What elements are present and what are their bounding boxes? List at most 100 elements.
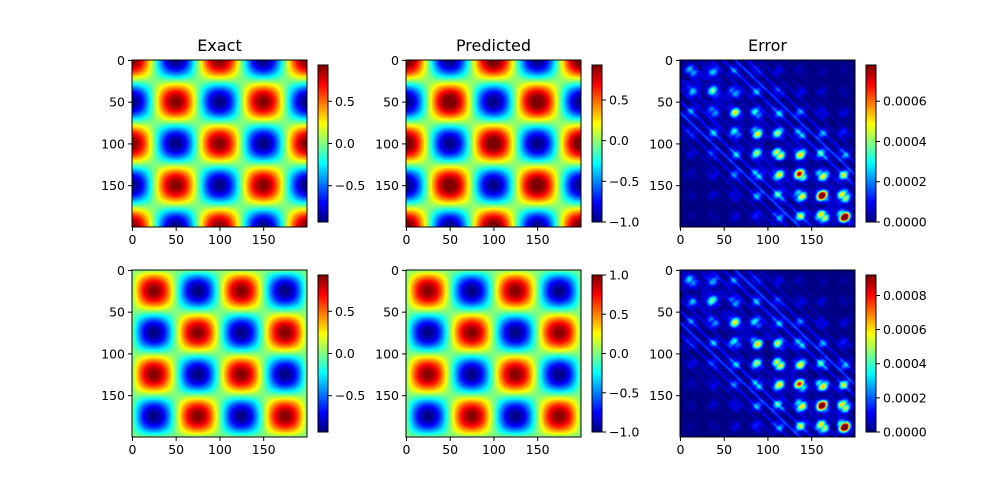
colorbar-tick-label: −0.5	[335, 178, 365, 193]
x-tick-label: 150	[252, 232, 276, 247]
y-tick-label: 100	[649, 346, 673, 361]
heatmap-panel-5: 0 50 100 150 0 50 100 150 −1.0 −0.5 0.0 0.5 1.0	[375, 263, 639, 457]
y-tick-label: 50	[383, 95, 399, 110]
x-tick-label: 0	[128, 232, 136, 247]
heatmap-panel-6: 0 50 100 1500501001500.00000.00020.00040.00…	[649, 263, 927, 457]
y-tick-label: 150	[375, 388, 399, 403]
y-tick-label: 0	[665, 263, 673, 278]
colorbar-tick-label: 0.0006	[883, 322, 927, 337]
heatmap-panel-2: Predicted 0 50 100 150 0 50 100 150 −1.0 −0.5 0.0 0.…	[375, 36, 639, 247]
colorbar-tick-label: 0.0008	[883, 288, 927, 303]
colorbar-frame	[865, 274, 877, 433]
colorbar-tick-label: 0.5	[609, 92, 629, 107]
colorbar: 0.0000 0.0002 0.0004 0.0006	[865, 64, 927, 230]
colorbar: 0.0000 0.0002 0.0004 0.0006 0.0008	[865, 274, 927, 440]
x-tick-label: 150	[526, 232, 550, 247]
heatmap-image	[406, 60, 581, 227]
colorbar-tick-label: 0.0002	[883, 174, 927, 189]
colorbar-tick-label: 0.0	[609, 346, 629, 361]
x-tick-label: 100	[208, 232, 232, 247]
colorbar-gradient	[318, 65, 328, 222]
colorbar-tick-label: −1.0	[609, 215, 639, 230]
y-tick-label: 150	[101, 178, 125, 193]
y-tick-label: 0	[665, 53, 673, 68]
y-tick-label: 50	[657, 305, 673, 320]
colorbar-tick-label: 1.0	[609, 268, 629, 283]
x-tick-label: 50	[442, 442, 458, 457]
x-tick-label: 50	[716, 442, 732, 457]
y-tick-label: 150	[649, 388, 673, 403]
y-tick-label: 100	[101, 136, 125, 151]
colorbar-tick-label: 0.0000	[883, 215, 927, 230]
colorbar-gradient	[866, 65, 876, 222]
y-tick-label: 50	[109, 95, 125, 110]
x-tick-label: 50	[442, 232, 458, 247]
colorbar: −1.0 −0.5 0.0 0.5	[591, 64, 639, 230]
colorbar-frame	[591, 64, 603, 223]
y-tick-label: 150	[101, 388, 125, 403]
colorbar-tick-label: 0.0004	[883, 134, 927, 149]
x-tick-label: 50	[716, 232, 732, 247]
colorbar-tick-label: 0.0002	[883, 390, 927, 405]
colorbar-tick-label: −0.5	[609, 385, 639, 400]
colorbar-tick-label: 0.0004	[883, 356, 927, 371]
x-tick-label: 100	[208, 442, 232, 457]
colorbar-tick-label: 0.0006	[883, 94, 927, 109]
colorbar-tick-label: 0.0	[335, 346, 355, 361]
panel-title: Predicted	[456, 36, 531, 55]
heatmap-image	[132, 60, 307, 227]
y-tick-label: 50	[109, 305, 125, 320]
y-tick-label: 0	[391, 53, 399, 68]
colorbar-gradient	[866, 275, 876, 432]
colorbar-frame	[865, 64, 877, 223]
panel-title: Exact	[197, 36, 241, 55]
x-tick-label: 150	[800, 442, 824, 457]
heatmap-image	[680, 60, 855, 227]
colorbar: −1.0 −0.5 0.0 0.5 1.0	[591, 268, 639, 440]
x-tick-label: 100	[482, 442, 506, 457]
y-tick-label: 0	[391, 263, 399, 278]
colorbar-tick-label: 0.0	[609, 133, 629, 148]
colorbar-gradient	[318, 275, 328, 432]
colorbar-tick-label: −1.0	[609, 425, 639, 440]
x-tick-label: 0	[402, 442, 410, 457]
x-tick-label: 100	[482, 232, 506, 247]
x-tick-label: 100	[756, 442, 780, 457]
heatmap-image	[680, 270, 855, 437]
colorbar: −0.5 0.0 0.5	[317, 64, 365, 223]
panel-title: Error	[748, 36, 787, 55]
colorbar-gradient	[592, 65, 602, 222]
x-tick-label: 0	[128, 442, 136, 457]
y-tick-label: 100	[101, 346, 125, 361]
x-tick-label: 150	[526, 442, 550, 457]
x-tick-label: 50	[168, 442, 184, 457]
x-tick-label: 50	[168, 232, 184, 247]
y-tick-label: 50	[383, 305, 399, 320]
colorbar-tick-label: −0.5	[335, 388, 365, 403]
x-tick-label: 0	[402, 232, 410, 247]
colorbar-tick-label: 0.5	[609, 307, 629, 322]
colorbar: −0.5 0.0 0.5	[317, 274, 365, 433]
colorbar-tick-label: 0.0	[335, 136, 355, 151]
y-tick-label: 0	[117, 53, 125, 68]
y-tick-label: 150	[649, 178, 673, 193]
y-tick-label: 0	[117, 263, 125, 278]
heatmap-image	[132, 270, 307, 437]
colorbar-tick-label: 0.0000	[883, 425, 927, 440]
x-tick-label: 0	[676, 442, 684, 457]
heatmap-panel-1: Exact 0 50 100 150 0 50 100 150 −0.5 0.0 0.5	[101, 36, 365, 247]
heatmap-image	[406, 270, 581, 437]
x-tick-label: 0	[676, 232, 684, 247]
x-tick-label: 150	[252, 442, 276, 457]
colorbar-gradient	[592, 275, 602, 432]
y-tick-label: 50	[657, 95, 673, 110]
colorbar-tick-label: 0.5	[335, 304, 355, 319]
heatmap-panel-4: 0 50 100 150 0 50 100 150 −0.5 0.0 0.5	[101, 263, 365, 457]
y-tick-label: 100	[375, 136, 399, 151]
y-tick-label: 150	[375, 178, 399, 193]
colorbar-tick-label: −0.5	[609, 174, 639, 189]
y-tick-label: 100	[375, 346, 399, 361]
